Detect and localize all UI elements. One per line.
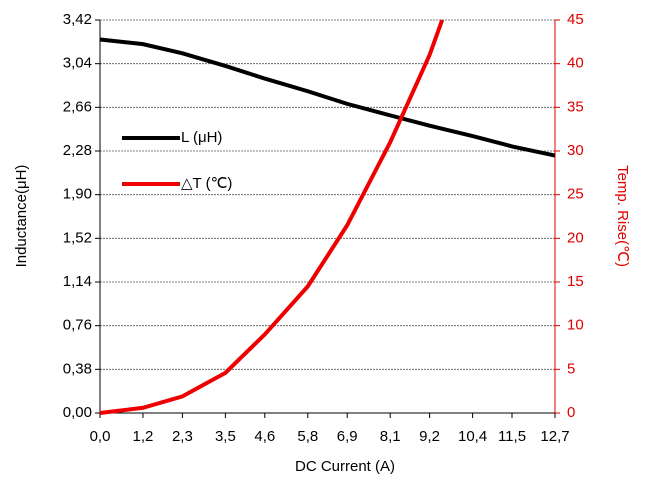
y-tick-label: 0,00 — [63, 404, 92, 421]
y2-tick-label: 45 — [567, 11, 584, 28]
x-tick-label: 12,7 — [540, 428, 569, 445]
y-tick-label: 0,76 — [63, 317, 92, 334]
y2-axis-title: Temp. Rise(℃) — [614, 165, 631, 267]
x-tick-label: 6,9 — [337, 428, 358, 445]
x-tick-label: 9,2 — [419, 428, 440, 445]
y-tick-label: 3,42 — [63, 11, 92, 28]
line-series — [99, 37, 556, 158]
y2-tick-label: 40 — [567, 55, 584, 72]
x-axis-title: DC Current (A) — [295, 458, 395, 475]
y-tick-label: 1,14 — [63, 273, 92, 290]
x-tick-label: 4,6 — [254, 428, 275, 445]
x-tick-label: 5,8 — [297, 428, 318, 445]
line-series — [99, 19, 445, 415]
x-tick-label: 11,5 — [498, 428, 526, 445]
y-tick-label: 2,28 — [63, 142, 92, 159]
x-tick-label: 10,4 — [458, 428, 487, 445]
y2-tick-label: 30 — [567, 142, 584, 159]
legend-label: L (μH) — [181, 129, 222, 146]
y-tick-label: 3,04 — [63, 55, 92, 72]
x-tick-label: 8,1 — [380, 428, 401, 445]
y-tick-label: 2,66 — [63, 98, 92, 115]
y2-tick-label: 10 — [567, 317, 584, 334]
x-tick-label: 1,2 — [133, 428, 154, 445]
y2-tick-label: 5 — [567, 360, 575, 377]
y2-tick-label: 15 — [567, 273, 584, 290]
x-tick-label: 2,3 — [172, 428, 193, 445]
y2-tick-label: 20 — [567, 229, 584, 246]
y-tick-label: 1,52 — [63, 229, 92, 246]
legend-label: △T (℃) — [181, 175, 232, 192]
y-tick-label: 1,90 — [63, 186, 92, 203]
y2-tick-label: 35 — [567, 98, 584, 115]
y2-tick-label: 0 — [567, 404, 575, 421]
y-axis-title: Inductance(μH) — [13, 165, 30, 268]
x-tick-label: 0,0 — [90, 428, 111, 445]
y-tick-label: 0,38 — [63, 360, 92, 377]
y2-tick-label: 25 — [567, 186, 584, 203]
x-tick-label: 3,5 — [215, 428, 236, 445]
